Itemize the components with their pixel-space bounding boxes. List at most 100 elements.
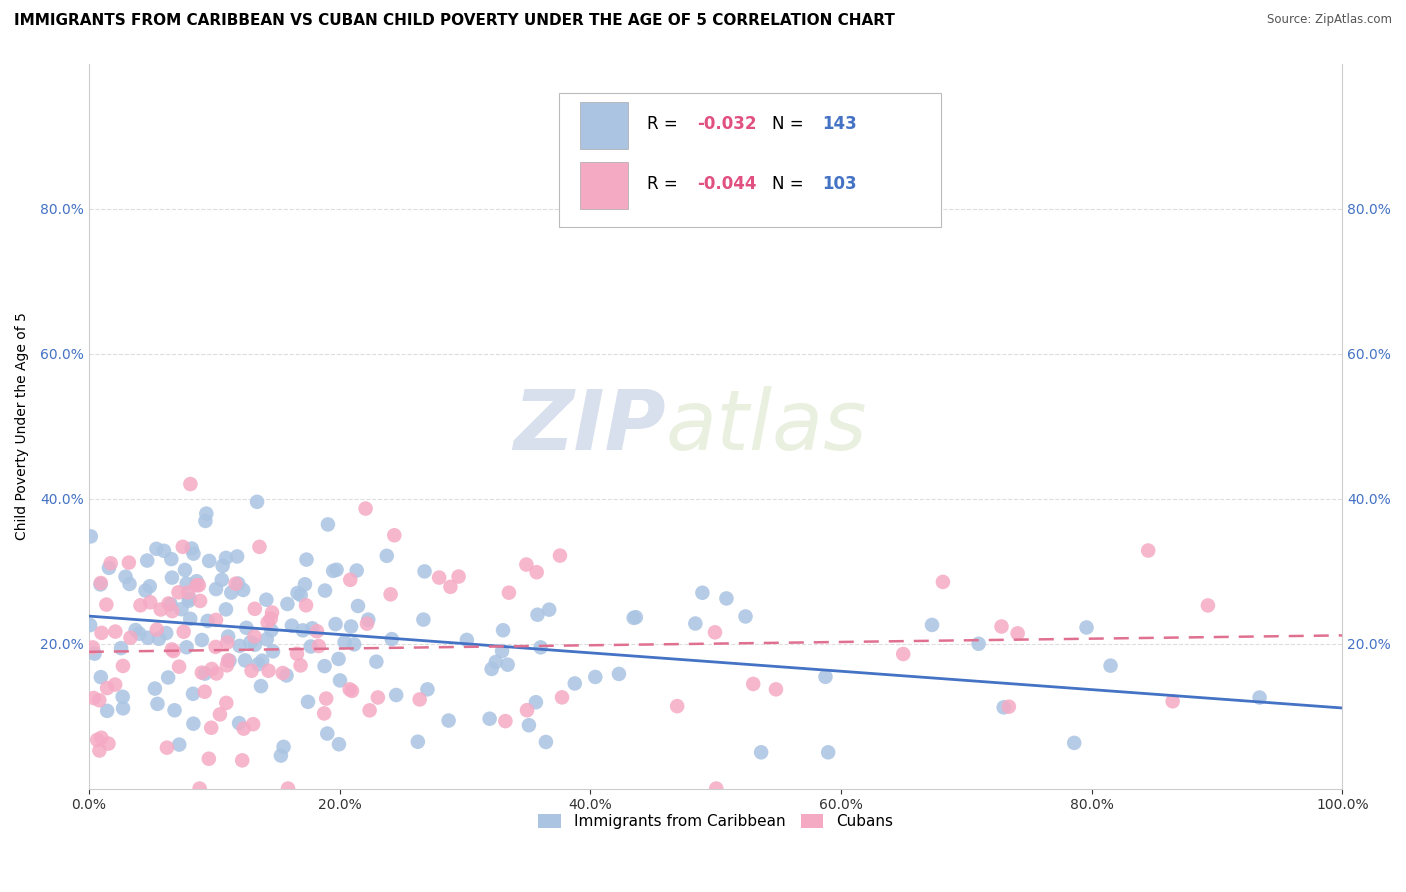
Point <box>564 676 586 690</box>
Point <box>226 549 249 564</box>
Point <box>149 602 172 616</box>
Point <box>347 599 370 613</box>
Point <box>437 714 460 728</box>
Point <box>162 644 184 658</box>
Point <box>339 682 361 697</box>
Y-axis label: Child Poverty Under the Age of 5: Child Poverty Under the Age of 5 <box>15 312 30 541</box>
Point <box>90 670 112 684</box>
Point <box>456 632 478 647</box>
Point <box>382 528 405 542</box>
Point <box>90 731 112 745</box>
Point <box>316 726 339 740</box>
Point <box>221 585 243 599</box>
Point <box>226 576 249 591</box>
Point <box>1076 620 1098 634</box>
Point <box>333 635 356 649</box>
Point <box>1137 543 1160 558</box>
Point <box>343 637 366 651</box>
Point <box>276 668 298 682</box>
Point <box>211 573 233 587</box>
Point <box>146 697 169 711</box>
Point <box>188 594 211 608</box>
Point <box>83 690 105 705</box>
Point <box>246 495 269 509</box>
Point <box>277 781 299 796</box>
Point <box>217 630 239 644</box>
Point <box>97 561 120 575</box>
Point <box>385 688 408 702</box>
Point <box>82 640 104 655</box>
Point <box>124 623 146 637</box>
Point <box>181 687 204 701</box>
Point <box>157 597 180 611</box>
Point <box>1249 690 1271 705</box>
Point <box>381 632 404 646</box>
Point <box>215 658 238 673</box>
Point <box>104 624 127 639</box>
Point <box>716 591 738 606</box>
Point <box>177 594 200 608</box>
Point <box>112 701 135 715</box>
Point <box>162 604 184 618</box>
Point <box>139 579 162 593</box>
Point <box>295 552 318 566</box>
Point <box>346 564 368 578</box>
Point <box>412 613 434 627</box>
Point <box>139 595 162 609</box>
Point <box>167 738 190 752</box>
Point <box>427 571 450 585</box>
Point <box>239 635 262 649</box>
Point <box>439 580 461 594</box>
Point <box>328 652 350 666</box>
Point <box>155 626 177 640</box>
Point <box>96 704 118 718</box>
Point <box>179 591 201 606</box>
Point <box>160 642 183 657</box>
Point <box>623 611 645 625</box>
Point <box>607 667 630 681</box>
Point <box>932 574 955 589</box>
Point <box>305 624 328 639</box>
Point <box>891 647 914 661</box>
Point <box>176 576 198 591</box>
Point <box>262 644 284 658</box>
Text: N =: N = <box>772 175 808 193</box>
Point <box>145 541 167 556</box>
Point <box>515 558 537 572</box>
Point <box>170 602 193 616</box>
Point <box>167 585 190 599</box>
Point <box>205 582 228 596</box>
Point <box>817 745 839 759</box>
Point <box>90 626 112 640</box>
Point <box>301 621 323 635</box>
Point <box>583 670 606 684</box>
Point <box>538 602 561 616</box>
Point <box>247 657 270 672</box>
Text: Source: ZipAtlas.com: Source: ZipAtlas.com <box>1267 13 1392 27</box>
Point <box>406 735 429 749</box>
Point <box>232 582 254 597</box>
Point <box>526 607 548 622</box>
Point <box>367 690 389 705</box>
Point <box>100 557 122 571</box>
Point <box>408 692 430 706</box>
Point <box>217 653 239 667</box>
Point <box>1063 736 1085 750</box>
FancyBboxPatch shape <box>558 93 941 227</box>
Point <box>225 576 247 591</box>
Point <box>260 606 283 620</box>
Point <box>814 670 837 684</box>
Point <box>146 623 169 637</box>
Point <box>749 745 772 759</box>
Point <box>183 716 205 731</box>
Bar <box>581 102 628 149</box>
Point <box>685 616 707 631</box>
Point <box>260 612 283 626</box>
Point <box>243 638 266 652</box>
Point <box>128 626 150 640</box>
Point <box>215 550 238 565</box>
Point <box>354 501 377 516</box>
Point <box>215 602 238 616</box>
Point <box>191 665 214 680</box>
Point <box>194 684 217 698</box>
